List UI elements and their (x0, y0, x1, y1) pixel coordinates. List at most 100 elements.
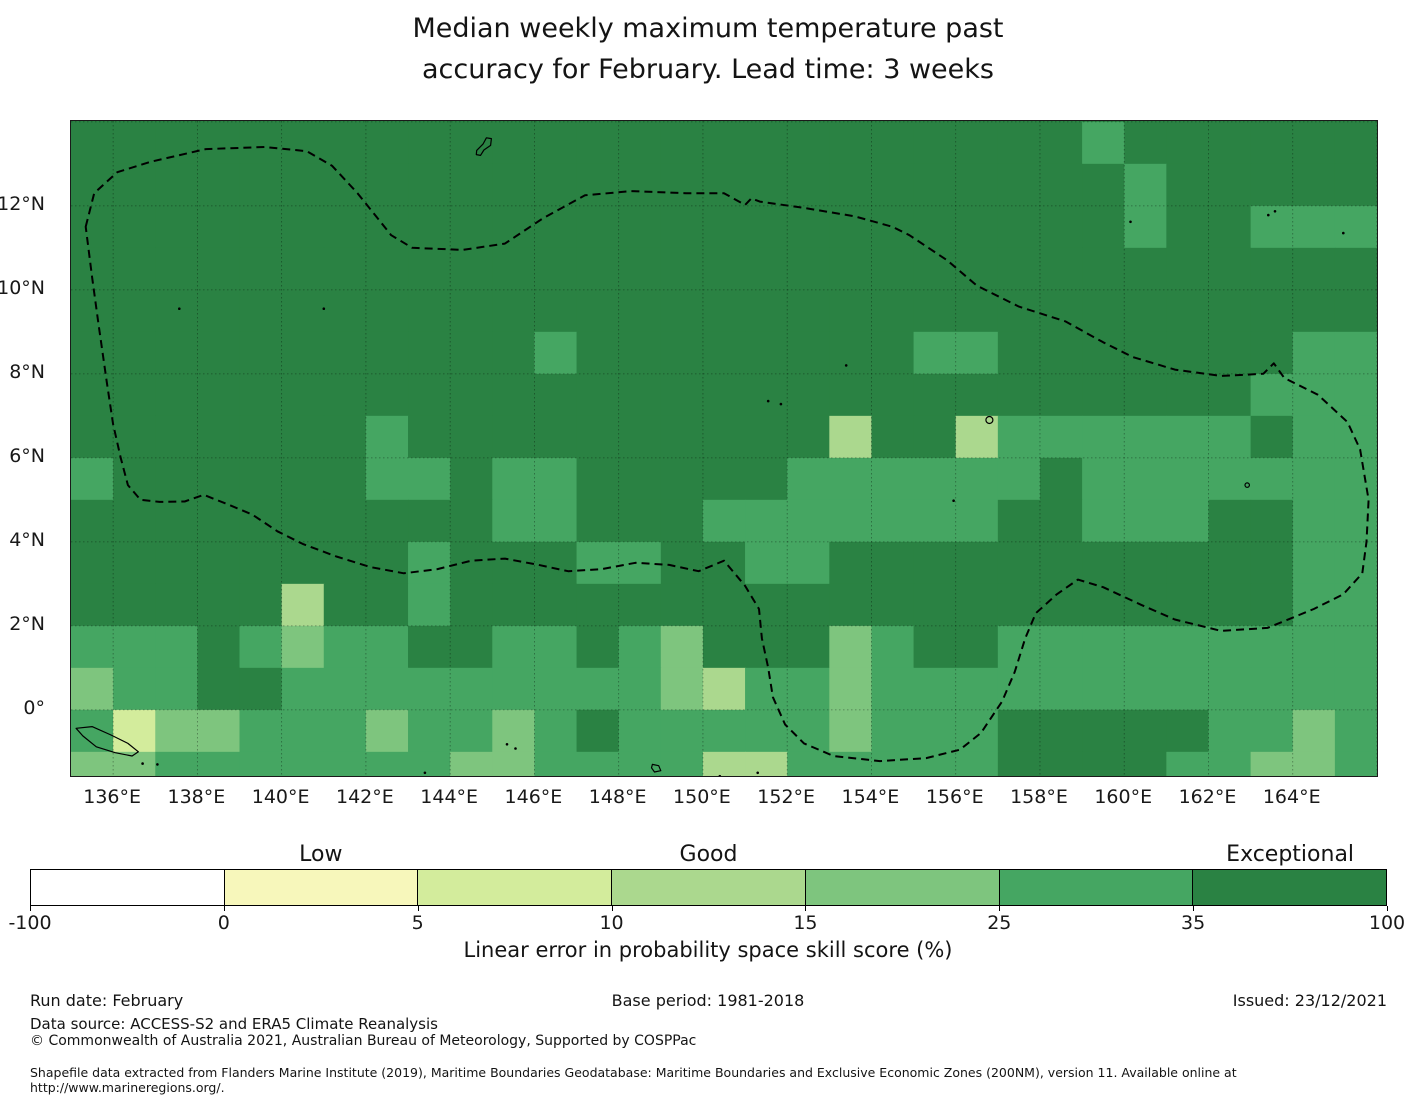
heatmap-cell (1082, 331, 1125, 375)
heatmap-cell (113, 331, 156, 375)
heatmap-cell (534, 583, 578, 627)
heatmap-cell (239, 247, 283, 291)
heatmap-cell (450, 751, 493, 776)
heatmap-cell (997, 709, 1041, 753)
heatmap-cell (197, 163, 241, 207)
heatmap-cell (1208, 751, 1252, 776)
heatmap-cell (1292, 667, 1336, 711)
heatmap-cell (1082, 163, 1125, 207)
heatmap-cell (745, 331, 788, 375)
heatmap-cell (745, 289, 788, 333)
heatmap-cell (660, 373, 704, 417)
heatmap-cell (1208, 205, 1252, 249)
heatmap-cell (955, 373, 999, 417)
heatmap-cell (1334, 625, 1377, 669)
heatmap-cell (113, 499, 156, 543)
heatmap-cell (408, 625, 451, 669)
heatmap-cell (1166, 205, 1210, 249)
heatmap-cell (365, 289, 409, 333)
heatmap-cell (365, 667, 409, 711)
heatmap-cell (113, 751, 156, 776)
heatmap-cell (1124, 667, 1167, 711)
heatmap-cell (113, 625, 156, 669)
heatmap-cell (1039, 667, 1083, 711)
heatmap-cell (829, 541, 873, 585)
heatmap-cell (660, 163, 704, 207)
heatmap-cell (281, 541, 325, 585)
heatmap-cell (1250, 667, 1294, 711)
heatmap-cell (492, 373, 536, 417)
title-line-2: accuracy for February. Lead time: 3 week… (422, 54, 994, 85)
heatmap-cell (871, 373, 915, 417)
heatmap-cell (1208, 457, 1252, 501)
shapefile-attribution-text: Shapefile data extracted from Flanders M… (30, 1065, 1237, 1095)
heatmap-cell (913, 667, 957, 711)
heatmap-cell (323, 499, 367, 543)
heatmap-cell (450, 205, 493, 249)
heatmap-cell (534, 667, 578, 711)
heatmap-cell (450, 331, 493, 375)
heatmap-cell (1250, 457, 1294, 501)
heatmap-cell (1166, 709, 1210, 753)
heatmap-cell (745, 163, 788, 207)
colorbar-segment (611, 870, 805, 905)
heatmap-cell (197, 709, 241, 753)
heatmap-cell (1166, 541, 1210, 585)
heatmap-cell (1039, 625, 1083, 669)
heatmap-cell (618, 667, 662, 711)
heatmap-cell (281, 121, 325, 165)
heatmap-cell (660, 667, 704, 711)
islet-dot (844, 364, 848, 367)
heatmap-cell (323, 709, 367, 753)
heatmap-cell (576, 457, 620, 501)
pohnpei-island-outline (985, 415, 994, 425)
heatmap-cell (1208, 331, 1252, 375)
heatmap-cell (1208, 541, 1252, 585)
heatmap-cell (1292, 541, 1336, 585)
heatmap-cell (492, 331, 536, 375)
heatmap-cell (1166, 751, 1210, 776)
skill-score-heatmap (71, 121, 1377, 776)
heatmap-cell (408, 331, 451, 375)
heatmap-cell (787, 751, 830, 776)
heatmap-cell (829, 499, 873, 543)
heatmap-cell (829, 289, 873, 333)
heatmap-cell (660, 121, 704, 165)
heatmap-cell (1292, 289, 1336, 333)
heatmap-cell (997, 583, 1041, 627)
heatmap-cell (871, 499, 915, 543)
heatmap-cell (1166, 667, 1210, 711)
heatmap-cell (871, 415, 915, 459)
heatmap-cell (1166, 457, 1210, 501)
colorbar-segment (31, 870, 224, 905)
x-tick-label: 136°E (83, 786, 142, 808)
heatmap-cell (745, 373, 788, 417)
heatmap-cell (829, 457, 873, 501)
heatmap-cell (71, 415, 114, 459)
heatmap-cell (618, 163, 662, 207)
heatmap-cell (1334, 373, 1377, 417)
heatmap-cell (197, 415, 241, 459)
heatmap-cell (1124, 583, 1167, 627)
heatmap-cell (71, 331, 114, 375)
heatmap-cell (113, 247, 156, 291)
heatmap-cell (239, 583, 283, 627)
heatmap-cell (1250, 751, 1294, 776)
heatmap-cell (323, 415, 367, 459)
heatmap-cell (408, 289, 451, 333)
heatmap-cell (492, 457, 536, 501)
heatmap-cell (1082, 415, 1125, 459)
heatmap-cell (913, 163, 957, 207)
heatmap-cell (618, 709, 662, 753)
heatmap-cell (239, 499, 283, 543)
heatmap-cell (197, 583, 241, 627)
heatmap-cell (1082, 373, 1125, 417)
heatmap-cell (787, 457, 830, 501)
heatmap-cell (450, 163, 493, 207)
heatmap-cell (1334, 457, 1377, 501)
heatmap-cell (281, 289, 325, 333)
heatmap-cell (281, 205, 325, 249)
heatmap-cell (450, 289, 493, 333)
heatmap-cell (1082, 289, 1125, 333)
guam-island-outline (475, 137, 492, 156)
